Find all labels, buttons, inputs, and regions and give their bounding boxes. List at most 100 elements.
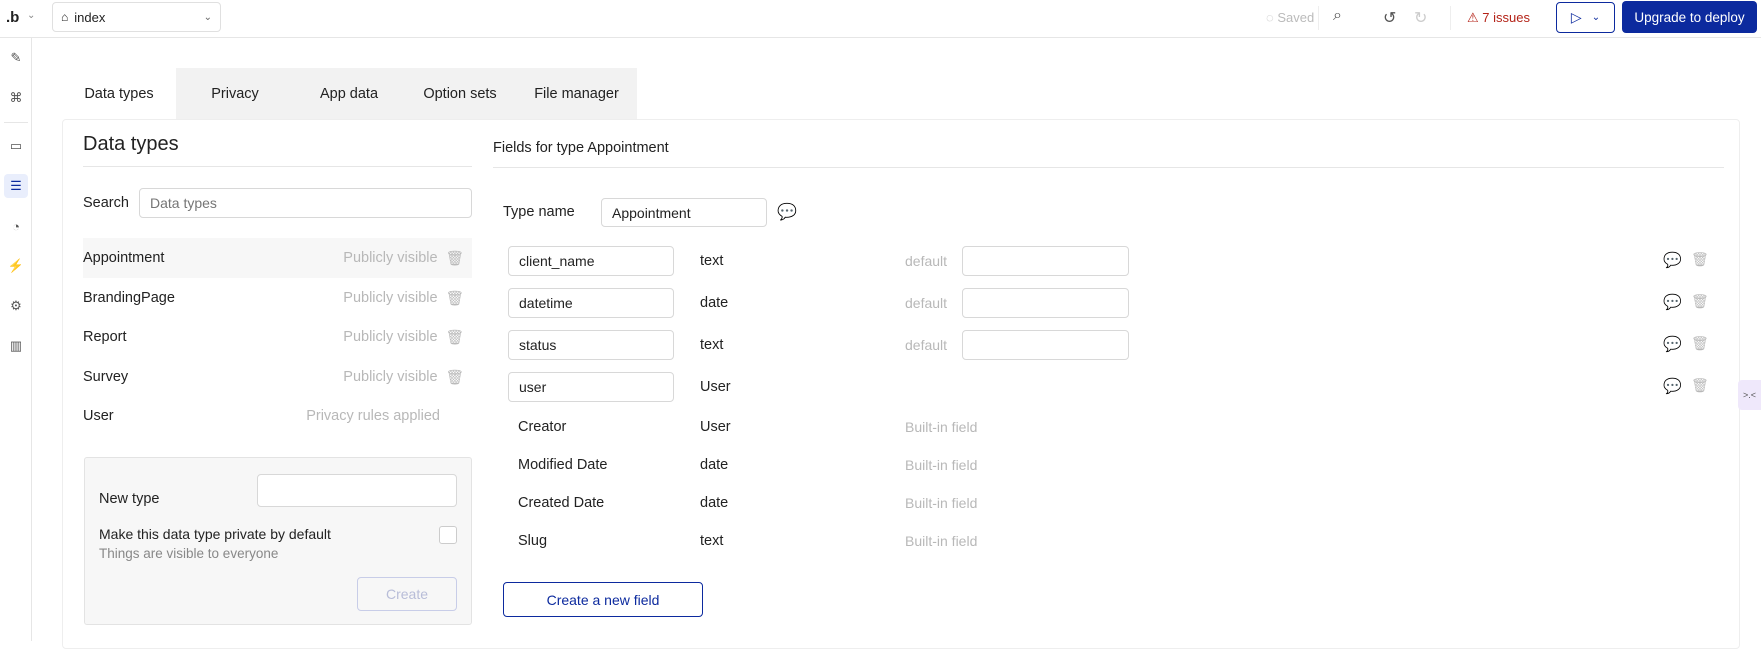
tab-app-data[interactable]: App data xyxy=(294,68,404,119)
palette-icon[interactable]: ◔ xyxy=(12,218,20,234)
new-type-input[interactable] xyxy=(257,474,457,507)
saved-label: Saved xyxy=(1277,10,1315,25)
plug-icon[interactable]: ⚡ xyxy=(7,258,25,273)
divider xyxy=(1450,6,1451,30)
field-name-input[interactable]: user xyxy=(508,372,674,402)
type-row-report[interactable]: Report Publicly visible 🗑 xyxy=(83,317,472,357)
builtin-field-note: Built-in field xyxy=(905,495,978,511)
issues-button[interactable]: ⚠ 7 issues xyxy=(1467,10,1530,26)
trash-icon[interactable]: 🗑 xyxy=(1691,377,1709,393)
type-row-survey[interactable]: Survey Publicly visible 🗑 xyxy=(83,357,472,397)
type-row-user[interactable]: User Privacy rules applied xyxy=(83,396,472,436)
create-field-button[interactable]: Create a new field xyxy=(503,582,703,617)
workflow-icon[interactable]: ⌘ xyxy=(9,90,23,105)
new-type-box: New type Make this data type private by … xyxy=(84,457,472,625)
saved-status: ◌ Saved xyxy=(1266,10,1314,25)
type-name: User xyxy=(83,408,114,424)
default-value-input[interactable] xyxy=(962,246,1129,276)
builtin-field-note: Built-in field xyxy=(905,419,978,435)
default-label: default xyxy=(905,253,948,269)
trash-icon[interactable]: 🗑 xyxy=(1691,251,1709,267)
search-icon[interactable]: ⌕ xyxy=(1333,7,1342,24)
gear-icon[interactable]: ⚙ xyxy=(10,298,22,313)
comment-icon[interactable]: 💬 xyxy=(1663,336,1682,353)
top-bar: .b ⌄ ⌂ index ⌄ ◌ Saved ⌕ ↺ ↻ ⚠ 7 issues … xyxy=(0,0,1761,38)
divider xyxy=(83,166,472,167)
create-type-button[interactable]: Create xyxy=(357,577,457,611)
comment-icon[interactable]: 💬 xyxy=(1663,252,1682,269)
type-name-label: Type name xyxy=(503,204,575,220)
side-widget-icon[interactable]: >.< xyxy=(1738,380,1761,410)
type-status: Privacy rules applied xyxy=(306,408,440,424)
database-icon[interactable]: ☰ xyxy=(4,174,28,198)
elements-icon[interactable]: ▭ xyxy=(9,138,23,153)
type-row-appointment[interactable]: Appointment Publicly visible 🗑 xyxy=(83,238,472,278)
trash-icon[interactable]: 🗑 xyxy=(1691,293,1709,309)
field-type: User xyxy=(700,379,731,395)
field-name-input[interactable]: status xyxy=(508,330,674,360)
builtin-field-note: Built-in field xyxy=(905,533,978,549)
play-icon: ▷ xyxy=(1570,9,1582,25)
tab-option-sets[interactable]: Option sets xyxy=(404,68,516,119)
search-input[interactable] xyxy=(139,188,472,218)
warning-icon: ⚠ xyxy=(1467,10,1479,25)
type-status: Publicly visible xyxy=(343,250,438,266)
builtin-field-name: Modified Date xyxy=(518,457,608,473)
builtin-field-name: Creator xyxy=(518,419,567,435)
type-name-input[interactable]: Appointment xyxy=(601,198,767,227)
divider xyxy=(4,122,28,123)
tab-data-types[interactable]: Data types xyxy=(62,68,176,119)
default-value-input[interactable] xyxy=(962,288,1129,318)
builtin-field-note: Built-in field xyxy=(905,457,978,473)
issues-label: 7 issues xyxy=(1482,10,1530,25)
chevron-down-icon[interactable]: ⌄ xyxy=(27,10,36,21)
builtin-field-type: User xyxy=(700,419,731,435)
private-sublabel: Things are visible to everyone xyxy=(99,546,279,561)
default-label: default xyxy=(905,337,948,353)
preview-button[interactable]: ▷ ⌄ xyxy=(1556,2,1615,33)
type-name: Report xyxy=(83,329,127,345)
sidebar: ✎ ⌘ ▭ ☰ ◔ ⚡ ⚙ ▥ xyxy=(0,38,32,641)
logo[interactable]: .b xyxy=(6,9,20,26)
tab-file-manager[interactable]: File manager xyxy=(516,68,637,119)
page-selector[interactable]: ⌂ index ⌄ xyxy=(52,2,221,32)
chart-icon[interactable]: ▥ xyxy=(9,338,23,353)
field-type: date xyxy=(700,295,729,311)
trash-icon[interactable]: 🗑 xyxy=(445,290,464,307)
new-type-label: New type xyxy=(99,491,160,507)
comment-icon[interactable]: 💬 xyxy=(777,204,797,221)
trash-icon[interactable]: 🗑 xyxy=(445,369,464,386)
undo-icon[interactable]: ↺ xyxy=(1383,10,1397,27)
field-type: text xyxy=(700,337,724,353)
field-type: text xyxy=(700,253,724,269)
fields-title: Fields for type Appointment xyxy=(493,140,669,156)
private-checkbox[interactable] xyxy=(439,526,457,544)
default-value-input[interactable] xyxy=(962,330,1129,360)
upgrade-button[interactable]: Upgrade to deploy xyxy=(1622,1,1757,33)
type-status: Publicly visible xyxy=(343,369,438,385)
type-name: BrandingPage xyxy=(83,290,175,306)
field-name-input[interactable]: client_name xyxy=(508,246,674,276)
comment-icon[interactable]: 💬 xyxy=(1663,378,1682,395)
divider xyxy=(1318,6,1319,30)
redo-icon[interactable]: ↻ xyxy=(1414,10,1428,27)
check-circle-icon: ◌ xyxy=(1266,10,1274,25)
private-label: Make this data type private by default xyxy=(99,526,331,542)
data-types-title: Data types xyxy=(83,133,179,155)
tab-privacy[interactable]: Privacy xyxy=(176,68,294,119)
trash-icon[interactable]: 🗑 xyxy=(445,250,464,267)
type-name: Appointment xyxy=(83,250,165,266)
chevron-down-icon: ⌄ xyxy=(203,11,212,23)
type-name: Survey xyxy=(83,369,129,385)
builtin-field-type: date xyxy=(700,495,729,511)
field-name-input[interactable]: datetime xyxy=(508,288,674,318)
chevron-down-icon: ⌄ xyxy=(1591,12,1601,23)
trash-icon[interactable]: 🗑 xyxy=(1691,335,1709,351)
type-row-brandingpage[interactable]: BrandingPage Publicly visible 🗑 xyxy=(83,278,472,318)
builtin-field-type: date xyxy=(700,457,729,473)
comment-icon[interactable]: 💬 xyxy=(1663,294,1682,311)
type-status: Publicly visible xyxy=(343,290,438,306)
trash-icon[interactable]: 🗑 xyxy=(445,329,464,346)
pencil-icon[interactable]: ✎ xyxy=(10,50,22,65)
type-status: Publicly visible xyxy=(343,329,438,345)
